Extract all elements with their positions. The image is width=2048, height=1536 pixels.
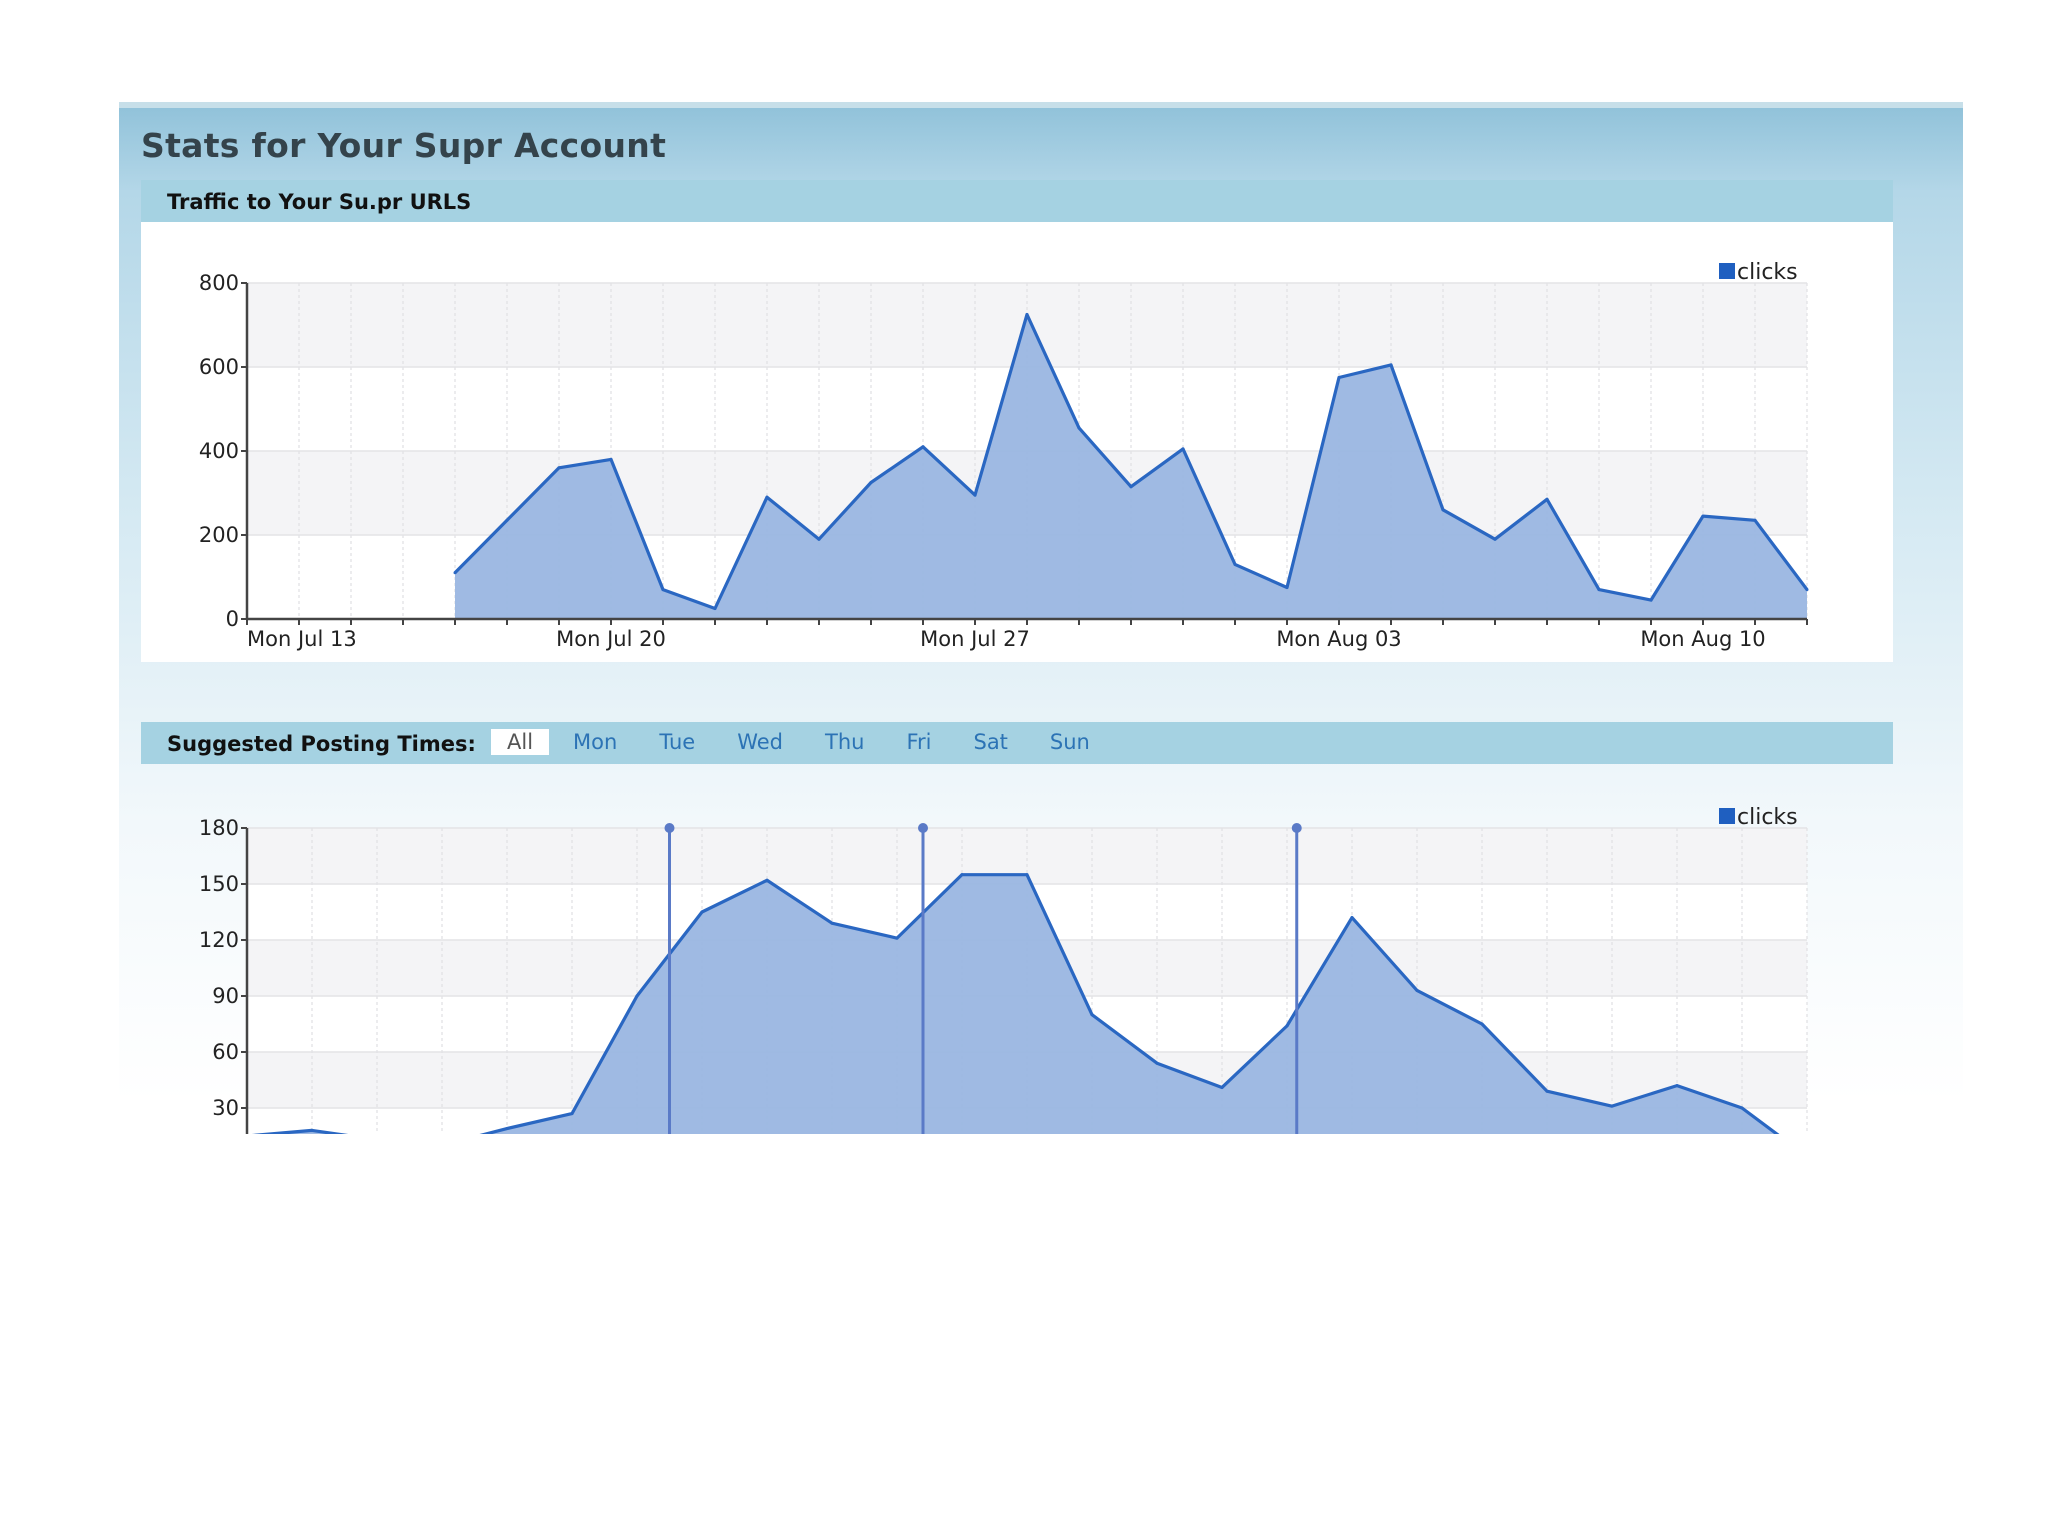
stats-panel: Stats for Your Supr Account Traffic to Y…: [119, 102, 1963, 1242]
clicks-point: [1025, 873, 1029, 877]
traffic-chart: 0 200 400 600 800 Mon Jul 13 Mon Jul 20 Mon Jul…: [141, 222, 1893, 662]
posting-times-chart-svg: 0306090120150180Jan 010204060810noon1416…: [199, 805, 1809, 1196]
clicks-point: [1493, 537, 1497, 541]
y-tick-label: 180: [199, 816, 239, 840]
clicks-point: [1805, 588, 1809, 592]
clicks-point: [661, 588, 665, 592]
clicks-point: [505, 518, 509, 522]
page-title: Stats for Your Supr Account: [141, 126, 667, 165]
clicks-point: [1480, 1022, 1484, 1026]
clicks-point: [1285, 586, 1289, 589]
clicks-point: [1740, 1106, 1744, 1110]
posting-times-chart: 0306090120150180Jan 010204060810noon1416…: [141, 764, 1893, 1196]
clicks-point: [765, 495, 769, 499]
suggested-time-marker-dot: [918, 823, 928, 833]
clicks-point: [1675, 1084, 1679, 1088]
y-tick-label: 30: [212, 1096, 239, 1120]
clicks-point: [1155, 1061, 1159, 1065]
clicks-point: [1025, 313, 1029, 316]
clicks-point: [1090, 1013, 1094, 1017]
clicks-point: [1350, 916, 1354, 920]
legend-swatch-clicks: [1719, 808, 1735, 824]
tab-wed[interactable]: Wed: [737, 730, 783, 754]
x-tick-label: Mon Aug 03: [1276, 627, 1401, 651]
clicks-point: [1337, 376, 1341, 379]
x-tick-label: Mon Aug 10: [1640, 627, 1765, 651]
clicks-point: [1181, 447, 1185, 451]
clicks-point: [453, 571, 457, 575]
tab-mon[interactable]: Mon: [573, 730, 618, 754]
clicks-point: [609, 457, 613, 461]
clicks-point: [895, 936, 899, 940]
clicks-point: [570, 1112, 574, 1116]
x-tick-label: Mon Jul 20: [556, 627, 666, 651]
day-tabs: All Mon Tue Wed Thu Fri Sat Sun: [491, 729, 1122, 755]
y-tick-label: 0: [226, 607, 239, 631]
tab-all[interactable]: All: [491, 729, 550, 755]
y-tick-label: 600: [199, 355, 239, 379]
y-tick-label: 800: [199, 271, 239, 295]
x-tick-label: Mon Jul 27: [920, 627, 1030, 651]
clicks-point: [1077, 426, 1081, 430]
y-tick-label: 90: [212, 984, 239, 1008]
tab-thu[interactable]: Thu: [825, 730, 865, 754]
y-tick-label: 400: [199, 439, 239, 463]
legend-label-clicks: clicks: [1737, 805, 1798, 830]
clicks-point: [1597, 588, 1601, 592]
clicks-point: [1285, 1024, 1289, 1028]
tab-fri[interactable]: Fri: [906, 730, 932, 754]
clicks-point: [1233, 562, 1237, 566]
clicks-point: [1415, 988, 1419, 992]
clicks-point: [817, 537, 821, 541]
clicks-point: [1701, 514, 1705, 518]
clicks-point: [635, 994, 639, 998]
clicks-point: [1220, 1085, 1224, 1089]
clicks-point: [1129, 485, 1133, 489]
y-tick-label: 150: [199, 872, 239, 896]
clicks-point: [1610, 1104, 1614, 1108]
traffic-chart-svg: 0 200 400 600 800 Mon Jul 13 Mon Jul 20 Mon Jul…: [199, 260, 1809, 651]
clicks-point: [921, 445, 925, 449]
y-tick-label: 200: [199, 523, 239, 547]
clicks-point: [765, 878, 769, 882]
legend-swatch-clicks: [1719, 263, 1735, 279]
clicks-point: [1753, 518, 1757, 522]
clicks-point: [830, 921, 834, 925]
traffic-section-header: Traffic to Your Su.pr URLS: [141, 180, 1893, 222]
y-tick-label: 120: [199, 928, 239, 952]
clicks-point: [557, 466, 561, 470]
posting-times-header: Suggested Posting Times: All Mon Tue Wed…: [141, 722, 1893, 764]
clicks-point: [1545, 497, 1549, 501]
clicks-point: [1441, 508, 1445, 512]
y-tick-label: 60: [212, 1040, 239, 1064]
clicks-point: [1649, 598, 1653, 602]
clicks-area: [455, 314, 1807, 619]
clicks-point: [1545, 1089, 1549, 1093]
suggested-time-marker-dot: [1291, 823, 1302, 833]
clicks-point: [713, 607, 717, 610]
clicks-area: [247, 874, 1807, 1164]
traffic-section-title: Traffic to Your Su.pr URLS: [167, 190, 472, 214]
tab-tue[interactable]: Tue: [659, 730, 696, 754]
clicks-point: [960, 873, 964, 877]
suggested-time-marker-dot: [664, 823, 675, 833]
clicks-point: [1389, 363, 1393, 367]
clicks-point: [700, 910, 704, 914]
tab-sat[interactable]: Sat: [973, 730, 1008, 754]
x-tick-label: Mon Jul 13: [247, 627, 357, 651]
legend-label-clicks: clicks: [1737, 260, 1798, 285]
clicks-point: [869, 481, 873, 484]
tab-sun[interactable]: Sun: [1049, 730, 1090, 754]
clicks-point: [973, 493, 977, 497]
posting-times-title: Suggested Posting Times:: [167, 732, 476, 756]
clicks-point: [310, 1128, 314, 1132]
clicks-point: [505, 1127, 509, 1131]
